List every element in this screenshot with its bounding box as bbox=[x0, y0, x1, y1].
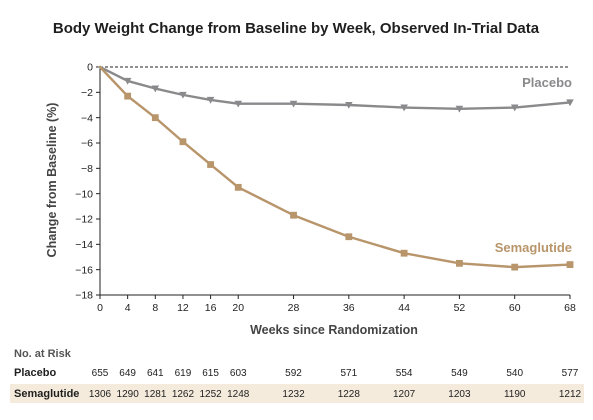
placebo-point bbox=[151, 85, 160, 93]
risk-value-placebo: 619 bbox=[175, 368, 192, 379]
placebo-point bbox=[510, 104, 519, 112]
placebo-point bbox=[400, 104, 408, 112]
semaglutide-point bbox=[151, 114, 159, 122]
y-tick-label: −18 bbox=[75, 290, 93, 302]
plot-area: 0 −2 −4 −6 −8 −10 −12 −14 −16 −18 0 4 8 12 16 20 28 36 44 5… bbox=[75, 62, 576, 314]
x-tick-label: 60 bbox=[509, 302, 521, 314]
semaglutide-point bbox=[456, 259, 463, 267]
x-tick-label: 36 bbox=[343, 302, 355, 314]
placebo-point bbox=[566, 99, 574, 107]
risk-row-label-placebo: Placebo bbox=[14, 367, 56, 379]
risk-value-placebo: 649 bbox=[119, 368, 136, 379]
y-tick-label: −6 bbox=[81, 138, 93, 150]
y-axis-label: Change from Baseline (%) bbox=[45, 103, 59, 258]
y-tick-label: 0 bbox=[87, 62, 93, 74]
risk-value-semaglutide: 1290 bbox=[117, 389, 140, 400]
risk-value-semaglutide: 1203 bbox=[448, 389, 471, 400]
chart-title: Body Weight Change from Baseline by Week… bbox=[53, 20, 540, 37]
y-tick-label: −12 bbox=[75, 214, 93, 226]
placebo-point bbox=[123, 77, 132, 85]
semaglutide-point bbox=[207, 161, 214, 168]
risk-value-semaglutide: 1232 bbox=[282, 389, 305, 400]
risk-value-semaglutide: 1306 bbox=[89, 389, 112, 400]
risk-table: No. at Risk Placebo 655 649 641 619 615 603 592 5… bbox=[10, 348, 584, 403]
risk-value-placebo: 655 bbox=[92, 368, 109, 379]
x-tick-label: 20 bbox=[232, 302, 244, 314]
x-tick-label: 8 bbox=[152, 302, 158, 314]
risk-value-placebo: 549 bbox=[451, 368, 468, 379]
x-tick-label: 52 bbox=[454, 302, 466, 314]
risk-table-title: No. at Risk bbox=[14, 348, 72, 360]
placebo-point bbox=[179, 91, 187, 99]
x-tick-label: 0 bbox=[97, 302, 103, 314]
semaglutide-point bbox=[234, 183, 242, 191]
risk-row-label-semaglutide: Semaglutide bbox=[14, 388, 79, 400]
risk-value-placebo: 615 bbox=[202, 368, 219, 379]
x-tick-label: 28 bbox=[288, 302, 300, 314]
x-tick-label: 16 bbox=[205, 302, 217, 314]
risk-value-placebo: 603 bbox=[230, 368, 247, 379]
semaglutide-point bbox=[566, 261, 574, 268]
semaglutide-point bbox=[400, 249, 408, 257]
x-tick-label: 44 bbox=[398, 302, 410, 314]
placebo-point bbox=[455, 105, 464, 113]
x-axis-label: Weeks since Randomization bbox=[250, 323, 418, 337]
y-tick-label: −16 bbox=[75, 264, 93, 276]
risk-value-placebo: 577 bbox=[562, 368, 579, 379]
risk-value-placebo: 540 bbox=[506, 368, 523, 379]
risk-value-placebo: 592 bbox=[285, 368, 302, 379]
risk-row-band bbox=[10, 384, 584, 403]
semaglutide-line bbox=[98, 65, 572, 269]
risk-value-semaglutide: 1252 bbox=[199, 389, 222, 400]
semaglutide-point bbox=[124, 92, 132, 100]
y-tick-label: −8 bbox=[81, 163, 93, 175]
risk-value-placebo: 641 bbox=[147, 368, 164, 379]
placebo-series-label: Placebo bbox=[522, 75, 572, 90]
semaglutide-point bbox=[511, 263, 519, 271]
risk-value-semaglutide: 1207 bbox=[393, 389, 416, 400]
x-tick-label: 12 bbox=[177, 302, 189, 314]
placebo-point bbox=[345, 101, 353, 109]
y-tick-label: −4 bbox=[81, 112, 93, 124]
risk-value-semaglutide: 1248 bbox=[227, 389, 250, 400]
semaglutide-series-label: Semaglutide bbox=[495, 240, 572, 255]
placebo-point bbox=[206, 96, 215, 104]
semaglutide-point bbox=[345, 233, 353, 241]
placebo-line bbox=[98, 65, 572, 111]
semaglutide-point bbox=[290, 211, 297, 219]
risk-value-placebo: 571 bbox=[340, 368, 357, 379]
y-tick-label: −10 bbox=[75, 188, 93, 200]
placebo-point bbox=[234, 100, 243, 108]
risk-value-semaglutide: 1262 bbox=[172, 389, 195, 400]
y-tick-label: −2 bbox=[81, 87, 93, 99]
risk-value-placebo: 554 bbox=[396, 368, 413, 379]
risk-value-semaglutide: 1190 bbox=[504, 389, 526, 400]
risk-value-semaglutide: 1228 bbox=[338, 389, 361, 400]
y-tick-label: −14 bbox=[75, 239, 93, 251]
semaglutide-point bbox=[179, 138, 187, 146]
risk-value-semaglutide: 1281 bbox=[144, 389, 167, 400]
x-tick-label: 4 bbox=[125, 302, 131, 314]
placebo-point bbox=[289, 100, 298, 108]
risk-value-semaglutide: 1212 bbox=[559, 389, 582, 400]
x-tick-label: 68 bbox=[564, 302, 576, 314]
